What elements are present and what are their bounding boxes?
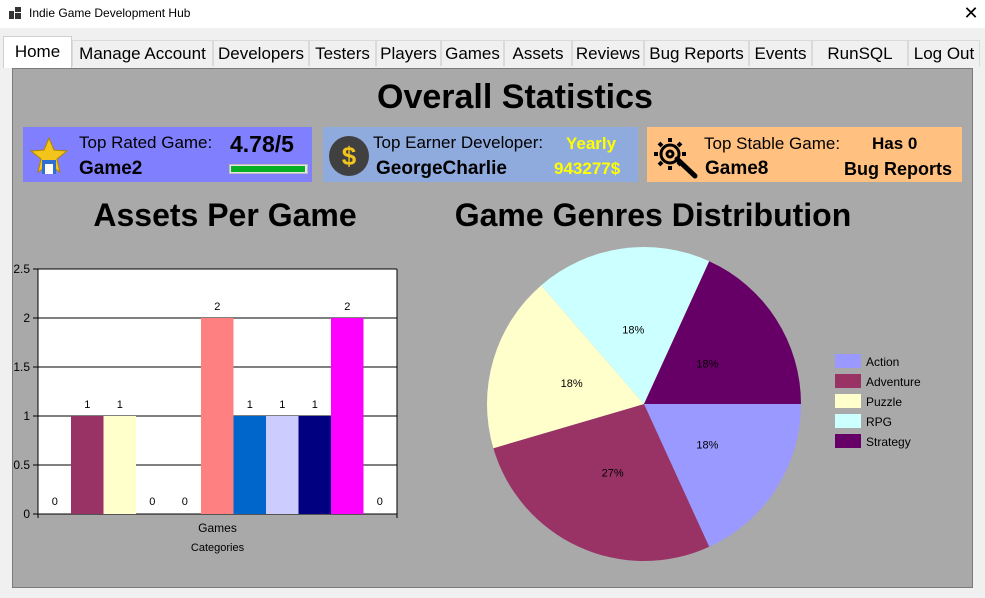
window-title: Indie Game Development Hub	[29, 6, 191, 20]
top-rated-card: Top Rated Game: 4.78/5 Game2	[23, 127, 312, 182]
assets-chart-title: Assets Per Game	[93, 197, 357, 233]
top-earner-amount: 943277$	[554, 159, 621, 178]
bar	[331, 318, 364, 514]
bar-value-label: 0	[182, 496, 188, 508]
top-earner-name: GeorgeCharlie	[376, 158, 507, 179]
bar-value-label: 1	[84, 399, 90, 411]
legend-swatch	[835, 414, 861, 428]
tab-home[interactable]: Home	[3, 36, 72, 68]
bar-value-label: 0	[377, 496, 383, 508]
y-tick-label: 0.5	[13, 458, 30, 472]
top-earner-period: Yearly	[566, 134, 617, 153]
legend-swatch	[835, 394, 861, 408]
legend-swatch	[835, 354, 861, 368]
top-earner-card: $ Top Earner Developer: Yearly GeorgeCha…	[323, 127, 638, 182]
tab-bug-reports[interactable]: Bug Reports	[644, 40, 749, 66]
pie-slice-label: 18%	[696, 440, 718, 452]
y-tick-label: 2.5	[13, 262, 30, 276]
pie-slice	[493, 404, 710, 561]
close-icon[interactable]: ✕	[963, 3, 979, 23]
pie-slice	[486, 285, 644, 449]
pie-slice	[541, 247, 710, 404]
bar	[233, 416, 266, 514]
rating-progress-fill	[231, 166, 305, 172]
page-title: Overall Statistics	[377, 78, 653, 116]
bar-value-label: 0	[52, 496, 58, 508]
y-tick-label: 0	[23, 507, 30, 521]
legend-label: RPG	[866, 415, 892, 429]
rating-progress-bar	[229, 164, 308, 174]
top-stable-label: Top Stable Game:	[704, 134, 841, 153]
bar-value-label: 1	[312, 399, 318, 411]
top-stable-card: Top Stable Game: Has 0 Game8 Bug Reports	[647, 127, 962, 182]
y-tick-label: 2	[23, 311, 30, 325]
tab-log-out[interactable]: Log Out	[908, 40, 980, 66]
tab-players[interactable]: Players	[376, 40, 441, 66]
star-trophy-icon	[29, 136, 69, 174]
legend-label: Action	[866, 355, 899, 369]
bar	[298, 416, 331, 514]
bar	[103, 416, 136, 514]
tab-events[interactable]: Events	[749, 40, 812, 66]
bar-value-label: 2	[214, 301, 220, 313]
tab-manage-account[interactable]: Manage Account	[72, 40, 213, 66]
y-tick-label: 1.5	[13, 360, 30, 374]
top-rated-label: Top Rated Game:	[79, 133, 213, 152]
pie-slice-label: 18%	[561, 378, 583, 390]
pie-slice	[644, 261, 801, 404]
pie-slice-label: 18%	[696, 358, 718, 370]
svg-text:$: $	[342, 141, 357, 171]
bar-value-label: 2	[344, 301, 350, 313]
bar-value-label: 1	[117, 399, 123, 411]
pie-slice	[644, 404, 801, 547]
top-stable-game-name: Game8	[705, 158, 769, 179]
legend-swatch	[835, 374, 861, 388]
bar-value-label: 1	[279, 399, 285, 411]
top-rated-game-name: Game2	[79, 158, 143, 179]
bar	[266, 416, 299, 514]
tab-games[interactable]: Games	[441, 40, 504, 66]
bar	[201, 318, 234, 514]
legend-label: Puzzle	[866, 395, 902, 409]
tab-reviews[interactable]: Reviews	[572, 40, 644, 66]
top-earner-label: Top Earner Developer:	[373, 133, 544, 152]
top-rated-score: 4.78/5	[230, 131, 294, 157]
x-category-label: Games	[198, 521, 237, 535]
app-icon	[9, 7, 21, 19]
bar-value-label: 0	[149, 496, 155, 508]
y-tick-label: 1	[23, 409, 30, 423]
gear-wrench-icon	[654, 138, 698, 179]
legend-label: Strategy	[866, 435, 911, 449]
pie-slice-label: 18%	[622, 324, 644, 336]
bar-value-label: 1	[247, 399, 253, 411]
top-stable-bug-count: Has 0	[872, 134, 918, 153]
tab-runsql[interactable]: RunSQL	[812, 40, 908, 66]
dollar-coin-icon: $	[329, 136, 369, 176]
tab-assets[interactable]: Assets	[504, 40, 572, 66]
tab-bar: Home Manage Account Developers Testers P…	[0, 36, 985, 68]
legend-label: Adventure	[866, 375, 921, 389]
pie-slice-label: 27%	[602, 468, 624, 480]
legend-swatch	[835, 434, 861, 448]
tab-developers[interactable]: Developers	[213, 40, 309, 66]
bar	[71, 416, 104, 514]
x-axis-title: Categories	[191, 542, 245, 554]
genres-chart-title: Game Genres Distribution	[454, 197, 852, 233]
title-bar: Indie Game Development Hub ✕	[0, 0, 985, 28]
tab-testers[interactable]: Testers	[309, 40, 376, 66]
top-stable-bug-reports-label: Bug Reports	[844, 159, 952, 179]
